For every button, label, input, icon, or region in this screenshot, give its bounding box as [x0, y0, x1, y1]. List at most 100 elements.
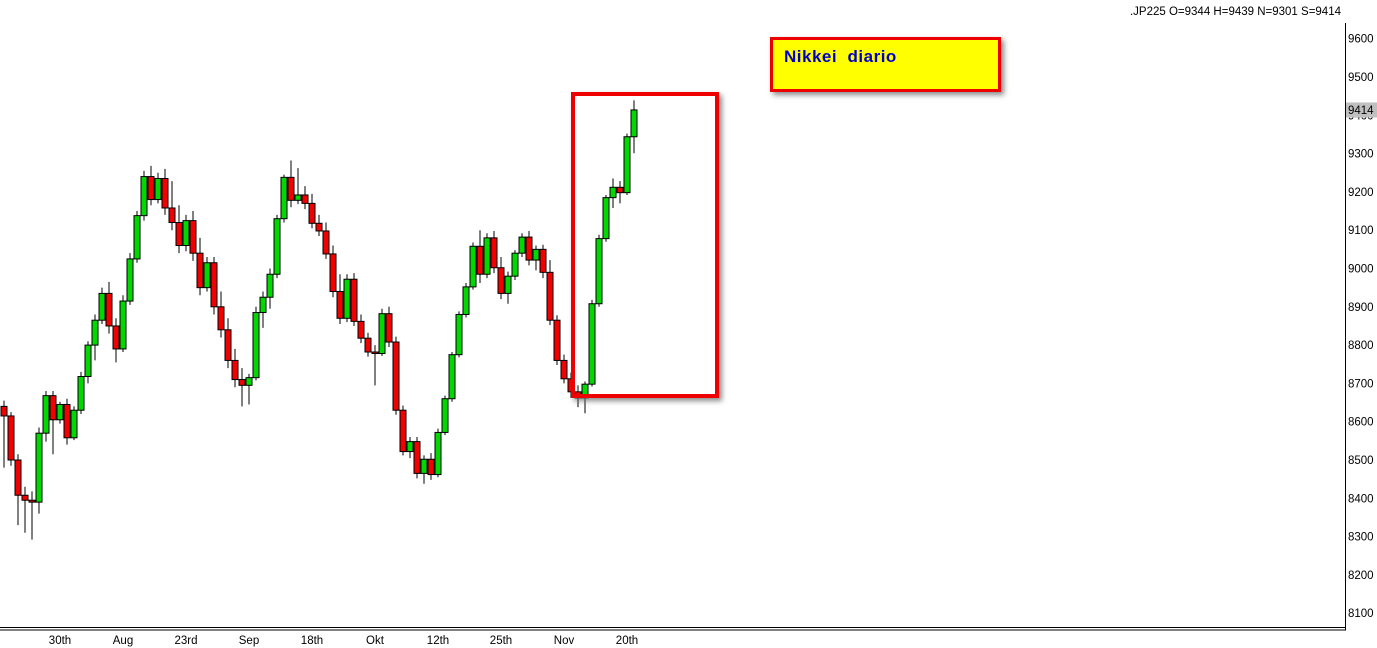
price-axis-label: 8100	[1348, 608, 1374, 620]
candle-body	[392, 341, 400, 411]
candle-body	[315, 222, 323, 232]
candle-body	[546, 271, 554, 321]
candle-body	[245, 377, 253, 386]
candle-body	[616, 186, 624, 194]
price-axis-label: 8800	[1348, 340, 1374, 352]
candle-body	[301, 194, 309, 204]
date-axis-label: 18th	[301, 635, 323, 647]
candle-body	[210, 262, 218, 308]
candle-body	[266, 273, 274, 298]
price-axis-label: 8200	[1348, 570, 1374, 582]
candle-body	[588, 303, 596, 385]
price-axis-label: 8600	[1348, 417, 1374, 429]
ohlc-legend: .JP225 O=9344 H=9439 N=9301 S=9414	[1129, 6, 1341, 18]
candle-body	[609, 186, 617, 199]
candle-body	[553, 319, 561, 361]
candle-body	[259, 296, 267, 314]
candle-body	[448, 354, 456, 400]
chart-title-label[interactable]: Nikkei diario	[770, 37, 1001, 92]
price-axis-label: 8700	[1348, 378, 1374, 390]
candle-body	[280, 176, 288, 220]
candle-body	[413, 441, 421, 474]
last-price-tag-value: 9414	[1348, 105, 1374, 117]
candle-body	[147, 176, 155, 201]
candle-body	[42, 395, 50, 434]
candle-body	[623, 136, 631, 194]
candle-body	[119, 300, 127, 350]
candle-body	[406, 441, 414, 453]
candle-body	[511, 252, 519, 277]
candle-body	[595, 238, 603, 305]
date-axis-label: Okt	[366, 635, 385, 647]
candle-body	[56, 403, 64, 421]
candle-body	[112, 325, 120, 350]
candle-body	[385, 313, 393, 343]
candle-body	[182, 220, 190, 247]
candle-body	[630, 109, 638, 138]
candle-body	[602, 197, 610, 240]
candle-body	[532, 248, 540, 261]
price-axis-label: 8300	[1348, 532, 1374, 544]
candle-body	[28, 499, 36, 503]
candle-body	[371, 351, 379, 355]
candle-body	[308, 202, 316, 224]
candle-body	[224, 329, 232, 361]
candle-body	[252, 312, 260, 379]
candle-body	[287, 176, 295, 201]
candle-body	[126, 258, 134, 302]
candle-body	[434, 431, 442, 476]
candle-body	[427, 458, 435, 476]
date-axis-label: 30th	[49, 635, 71, 647]
candle-body	[70, 409, 78, 439]
date-axis-label: 20th	[616, 635, 638, 647]
price-axis-label: 9300	[1348, 149, 1374, 161]
candle-body	[490, 237, 498, 269]
candle-body	[483, 237, 491, 275]
last-price-tag	[1346, 102, 1377, 118]
candle-body	[420, 458, 428, 474]
candle-body	[357, 320, 365, 339]
candle-body	[497, 267, 505, 294]
candle-body	[399, 409, 407, 453]
price-axis-label: 9600	[1348, 34, 1374, 46]
candle-body	[140, 176, 148, 217]
date-axis-label: 23rd	[174, 635, 197, 647]
candle-body	[63, 403, 71, 439]
candle-body	[14, 459, 22, 496]
candle-body	[329, 253, 337, 292]
date-axis-label: Aug	[113, 635, 133, 647]
candle-body	[469, 245, 477, 288]
candle-body	[49, 395, 57, 421]
candle-body	[350, 278, 358, 322]
candle-body	[322, 230, 330, 255]
candle-body	[238, 379, 246, 386]
price-axis-label: 9200	[1348, 187, 1374, 199]
candle-body	[525, 236, 533, 261]
candle-body	[364, 337, 372, 353]
price-axis-label: 8900	[1348, 302, 1374, 314]
candle-body	[273, 218, 281, 275]
candle-body	[84, 344, 92, 378]
candle-body	[336, 290, 344, 319]
candle-body	[231, 359, 239, 381]
candle-body	[476, 245, 484, 275]
price-axis-label: 8400	[1348, 493, 1374, 505]
candle-body	[161, 177, 169, 209]
candle-body	[560, 359, 568, 380]
candle-body	[35, 432, 43, 503]
date-axis-label: Sep	[239, 635, 259, 647]
candle-body	[105, 292, 113, 327]
candle-body	[196, 252, 204, 289]
candle-body	[504, 275, 512, 294]
price-axis-label: 8500	[1348, 455, 1374, 467]
candle-body	[343, 278, 351, 319]
candle-body	[203, 262, 211, 289]
candle-body	[21, 494, 29, 501]
candle-body	[98, 292, 106, 321]
candle-body	[133, 215, 141, 260]
highlight-rectangle-annotation[interactable]	[571, 92, 719, 398]
candle-body	[455, 313, 463, 356]
price-axis-label: 9100	[1348, 225, 1374, 237]
